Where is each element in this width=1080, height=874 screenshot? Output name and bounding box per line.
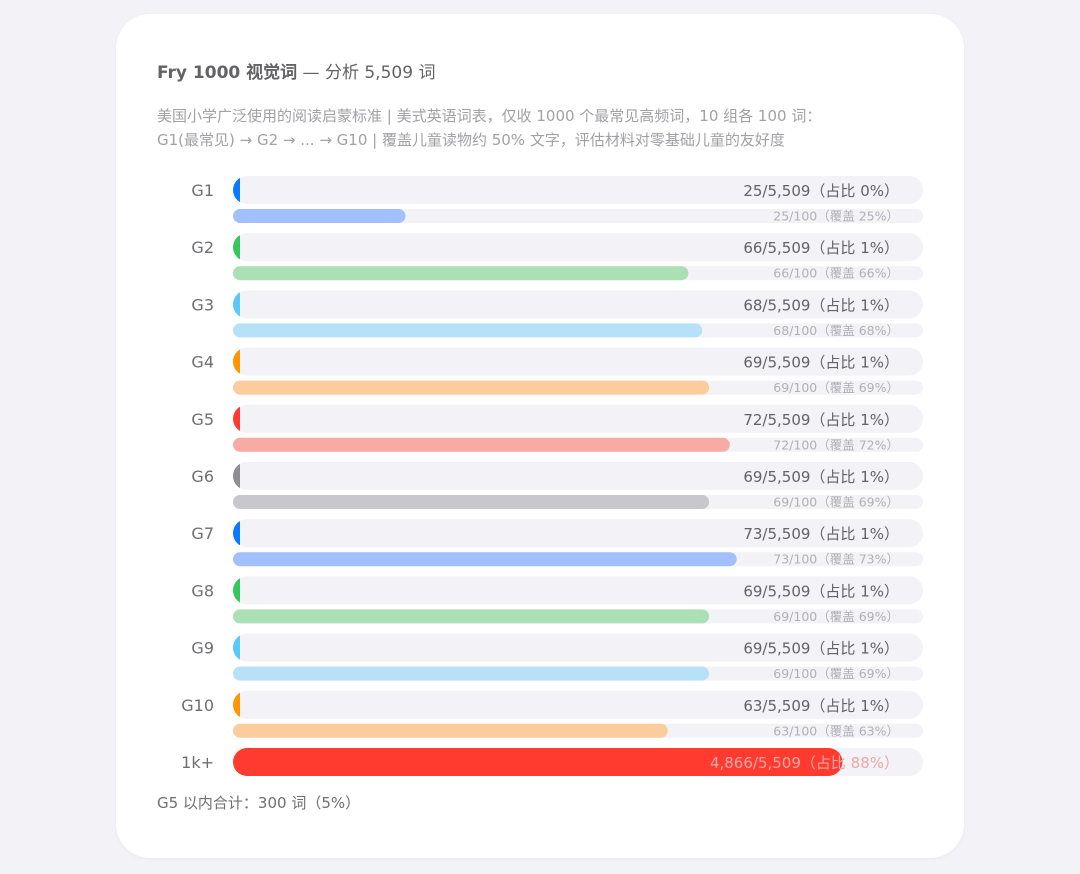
bar-track [233,462,923,490]
value-label: 63/5,509（占比 1%） [743,697,899,715]
category-label: 1k+ [181,753,214,772]
category-label: G10 [181,696,214,715]
bar-track [233,519,923,548]
share-bar-1k+ [233,748,843,776]
bar-track [233,176,923,204]
share-bar-G9 [233,635,240,660]
value-label: 68/5,509（占比 1%） [743,296,899,314]
coverage-label: 73/100（覆盖 73%） [773,552,899,567]
share-bar-G2 [233,235,240,260]
chart-title-rest: — 分析 5,509 词 [297,63,436,83]
coverage-label: 68/100（覆盖 68%） [773,323,899,338]
coverage-label: 69/100（覆盖 69%） [773,380,899,395]
coverage-bar-G5 [233,437,730,452]
coverage-label: 25/100（覆盖 25%） [773,209,899,224]
share-bar-G10 [233,692,240,717]
value-label: 69/5,509（占比 1%） [743,354,899,372]
coverage-bar-G2 [233,266,689,281]
value-label: 72/5,509（占比 1%） [743,411,899,429]
coverage-label: 69/100（覆盖 69%） [773,666,899,681]
share-bar-G6 [233,463,240,489]
category-label: G3 [191,295,214,314]
category-label: G2 [191,238,214,257]
category-label: G4 [191,353,214,372]
bar-track [233,290,923,319]
share-bar-G7 [233,521,240,546]
share-bar-G5 [233,406,240,431]
category-label: G1 [191,181,214,200]
coverage-bar-G6 [233,495,710,509]
chart-footer: G5 以内合计：300 词（5%） [157,794,361,812]
subtitle-line-1: 美国小学广泛使用的阅读启蒙标准 | 美式英语词表，仅收 1000 个最常见高频词… [157,107,822,125]
bar-track [233,576,923,605]
value-label: 73/5,509（占比 1%） [743,525,899,543]
coverage-bar-G9 [233,666,710,681]
value-label: 66/5,509（占比 1%） [743,239,899,257]
bar-track [233,690,923,719]
coverage-label: 72/100（覆盖 72%） [773,437,899,452]
share-bar-G1 [233,177,240,203]
category-label: G7 [191,524,214,543]
coverage-bar-G3 [233,323,703,338]
bar-track [233,233,923,262]
bar-track [233,347,923,376]
coverage-bar-G10 [233,723,668,738]
coverage-bar-G1 [233,209,406,223]
coverage-label: 69/100（覆盖 69%） [773,495,899,510]
category-label: G8 [191,581,214,600]
share-bar-G3 [233,292,240,317]
bar-track [233,633,923,662]
value-label: 4,866/5,509（占比 88%） [710,754,899,772]
coverage-label: 63/100（覆盖 63%） [773,723,899,738]
chart-title: Fry 1000 视觉词 — 分析 5,509 词 [157,58,435,83]
coverage-bar-G4 [233,380,710,395]
value-label: 69/5,509（占比 1%） [743,640,899,658]
chart-subtitle: 美国小学广泛使用的阅读启蒙标准 | 美式英语词表，仅收 1000 个最常见高频词… [157,104,937,152]
coverage-track [233,209,923,223]
category-label: G5 [191,410,214,429]
chart-title-bold: Fry 1000 视觉词 [157,63,298,83]
value-label: 25/5,509（占比 0%） [743,182,899,200]
coverage-label: 69/100（覆盖 69%） [773,609,899,624]
value-label: 69/5,509（占比 1%） [743,468,899,486]
share-bar-G8 [233,578,240,603]
share-bar-G4 [233,349,240,374]
category-label: G9 [191,639,214,658]
subtitle-line-2: G1(最常见) → G2 → ... → G10 | 覆盖儿童读物约 50% 文… [157,131,785,149]
coverage-label: 66/100（覆盖 66%） [773,266,899,281]
value-label: 69/5,509（占比 1%） [743,582,899,600]
coverage-bar-G7 [233,552,737,567]
coverage-bar-G8 [233,609,710,624]
category-label: G6 [191,467,214,486]
bar-track [233,404,923,433]
